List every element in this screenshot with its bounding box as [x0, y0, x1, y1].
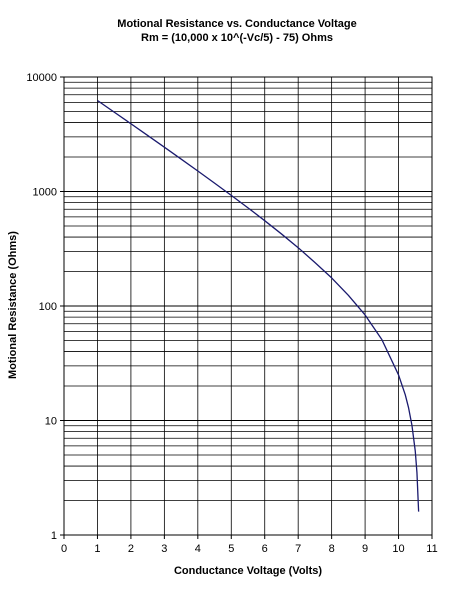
x-tick-label: 11 [426, 543, 437, 555]
x-tick-label: 3 [161, 543, 167, 555]
y-tick-label: 100 [39, 301, 57, 313]
x-tick-label: 8 [329, 543, 335, 555]
chart-subtitle: Rm = (10,000 x 10^(-Vc/5) - 75) Ohms [141, 32, 333, 44]
x-tick-label: 4 [195, 543, 201, 555]
x-tick-label: 6 [262, 543, 268, 555]
y-axis-ticks: 1 10 100 1000 10000 [26, 72, 64, 542]
x-tick-label: 1 [94, 543, 100, 555]
gridlines [63, 77, 433, 536]
x-tick-label: 9 [362, 543, 368, 555]
x-tick-label: 5 [228, 543, 234, 555]
y-tick-label: 10 [45, 416, 57, 428]
chart-title: Motional Resistance vs. Conductance Volt… [117, 18, 356, 30]
x-axis-ticks: 0 1 2 3 4 5 6 7 8 9 10 11 [61, 535, 438, 555]
x-tick-label: 0 [61, 543, 67, 555]
x-axis-label: Conductance Voltage (Volts) [174, 565, 322, 577]
x-tick-label: 10 [392, 543, 404, 555]
series-layer [97, 99, 420, 512]
series-line-0 [97, 99, 420, 512]
y-tick-label: 1000 [33, 187, 57, 199]
x-tick-label: 7 [295, 543, 301, 555]
y-tick-label: 10000 [26, 72, 57, 84]
y-tick-label: 1 [51, 530, 57, 542]
x-tick-label: 2 [128, 543, 134, 555]
y-axis-label: Motional Resistance (Ohms) [7, 231, 19, 379]
